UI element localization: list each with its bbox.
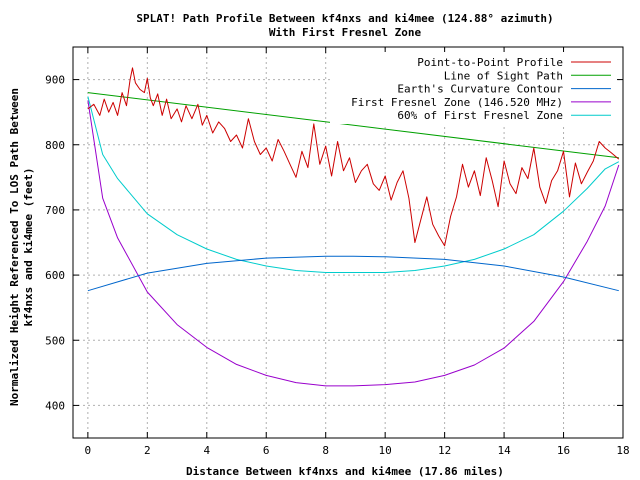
legend-label-0: Point-to-Point Profile	[417, 56, 563, 69]
x-tick-label: 8	[322, 444, 329, 457]
x-tick-label: 14	[497, 444, 511, 457]
series-line-3	[87, 100, 620, 387]
y-tick-label: 900	[45, 74, 65, 87]
y-tick-label: 500	[45, 334, 65, 347]
plot-frame	[72, 46, 624, 439]
ticks: 0 2 4 6 8 10 12 14 16 18 400 500 600 700 800 900	[45, 47, 630, 457]
series-line-1	[87, 92, 619, 159]
chart-title: SPLAT! Path Profile Between kf4nxs and k…	[136, 12, 553, 25]
x-axis-label: Distance Between kf4nxs and ki4mee (17.8…	[186, 465, 504, 478]
legend-label-3: First Fresnel Zone (146.520 MHz)	[351, 96, 563, 109]
series-group	[87, 67, 620, 387]
y-tick-label: 400	[45, 399, 65, 412]
legend-background	[330, 52, 617, 124]
legend-label-2: Earth's Curvature Contour	[397, 83, 563, 96]
x-tick-label: 16	[557, 444, 570, 457]
y-axis-label-line1: Normalized Height Referenced To LOS Path…	[8, 88, 21, 406]
y-tick-label: 700	[45, 204, 65, 217]
x-tick-label: 4	[203, 444, 210, 457]
y-axis-label-line2: kf4nxs and ki4mee (feet)	[22, 168, 35, 327]
legend-label-1: Line of Sight Path	[444, 69, 563, 82]
x-tick-label: 2	[144, 444, 151, 457]
x-tick-label: 6	[263, 444, 270, 457]
x-tick-label: 10	[379, 444, 392, 457]
series-line-4	[87, 96, 620, 273]
x-tick-label: 18	[616, 444, 629, 457]
series-line-2	[87, 255, 619, 292]
series-line-0	[87, 67, 620, 247]
y-tick-label: 800	[45, 139, 65, 152]
legend-label-4: 60% of First Fresnel Zone	[397, 109, 563, 122]
y-tick-label: 600	[45, 269, 65, 282]
x-tick-label: 0	[85, 444, 92, 457]
chart-subtitle: With First Fresnel Zone	[269, 26, 422, 39]
x-tick-label: 12	[438, 444, 451, 457]
